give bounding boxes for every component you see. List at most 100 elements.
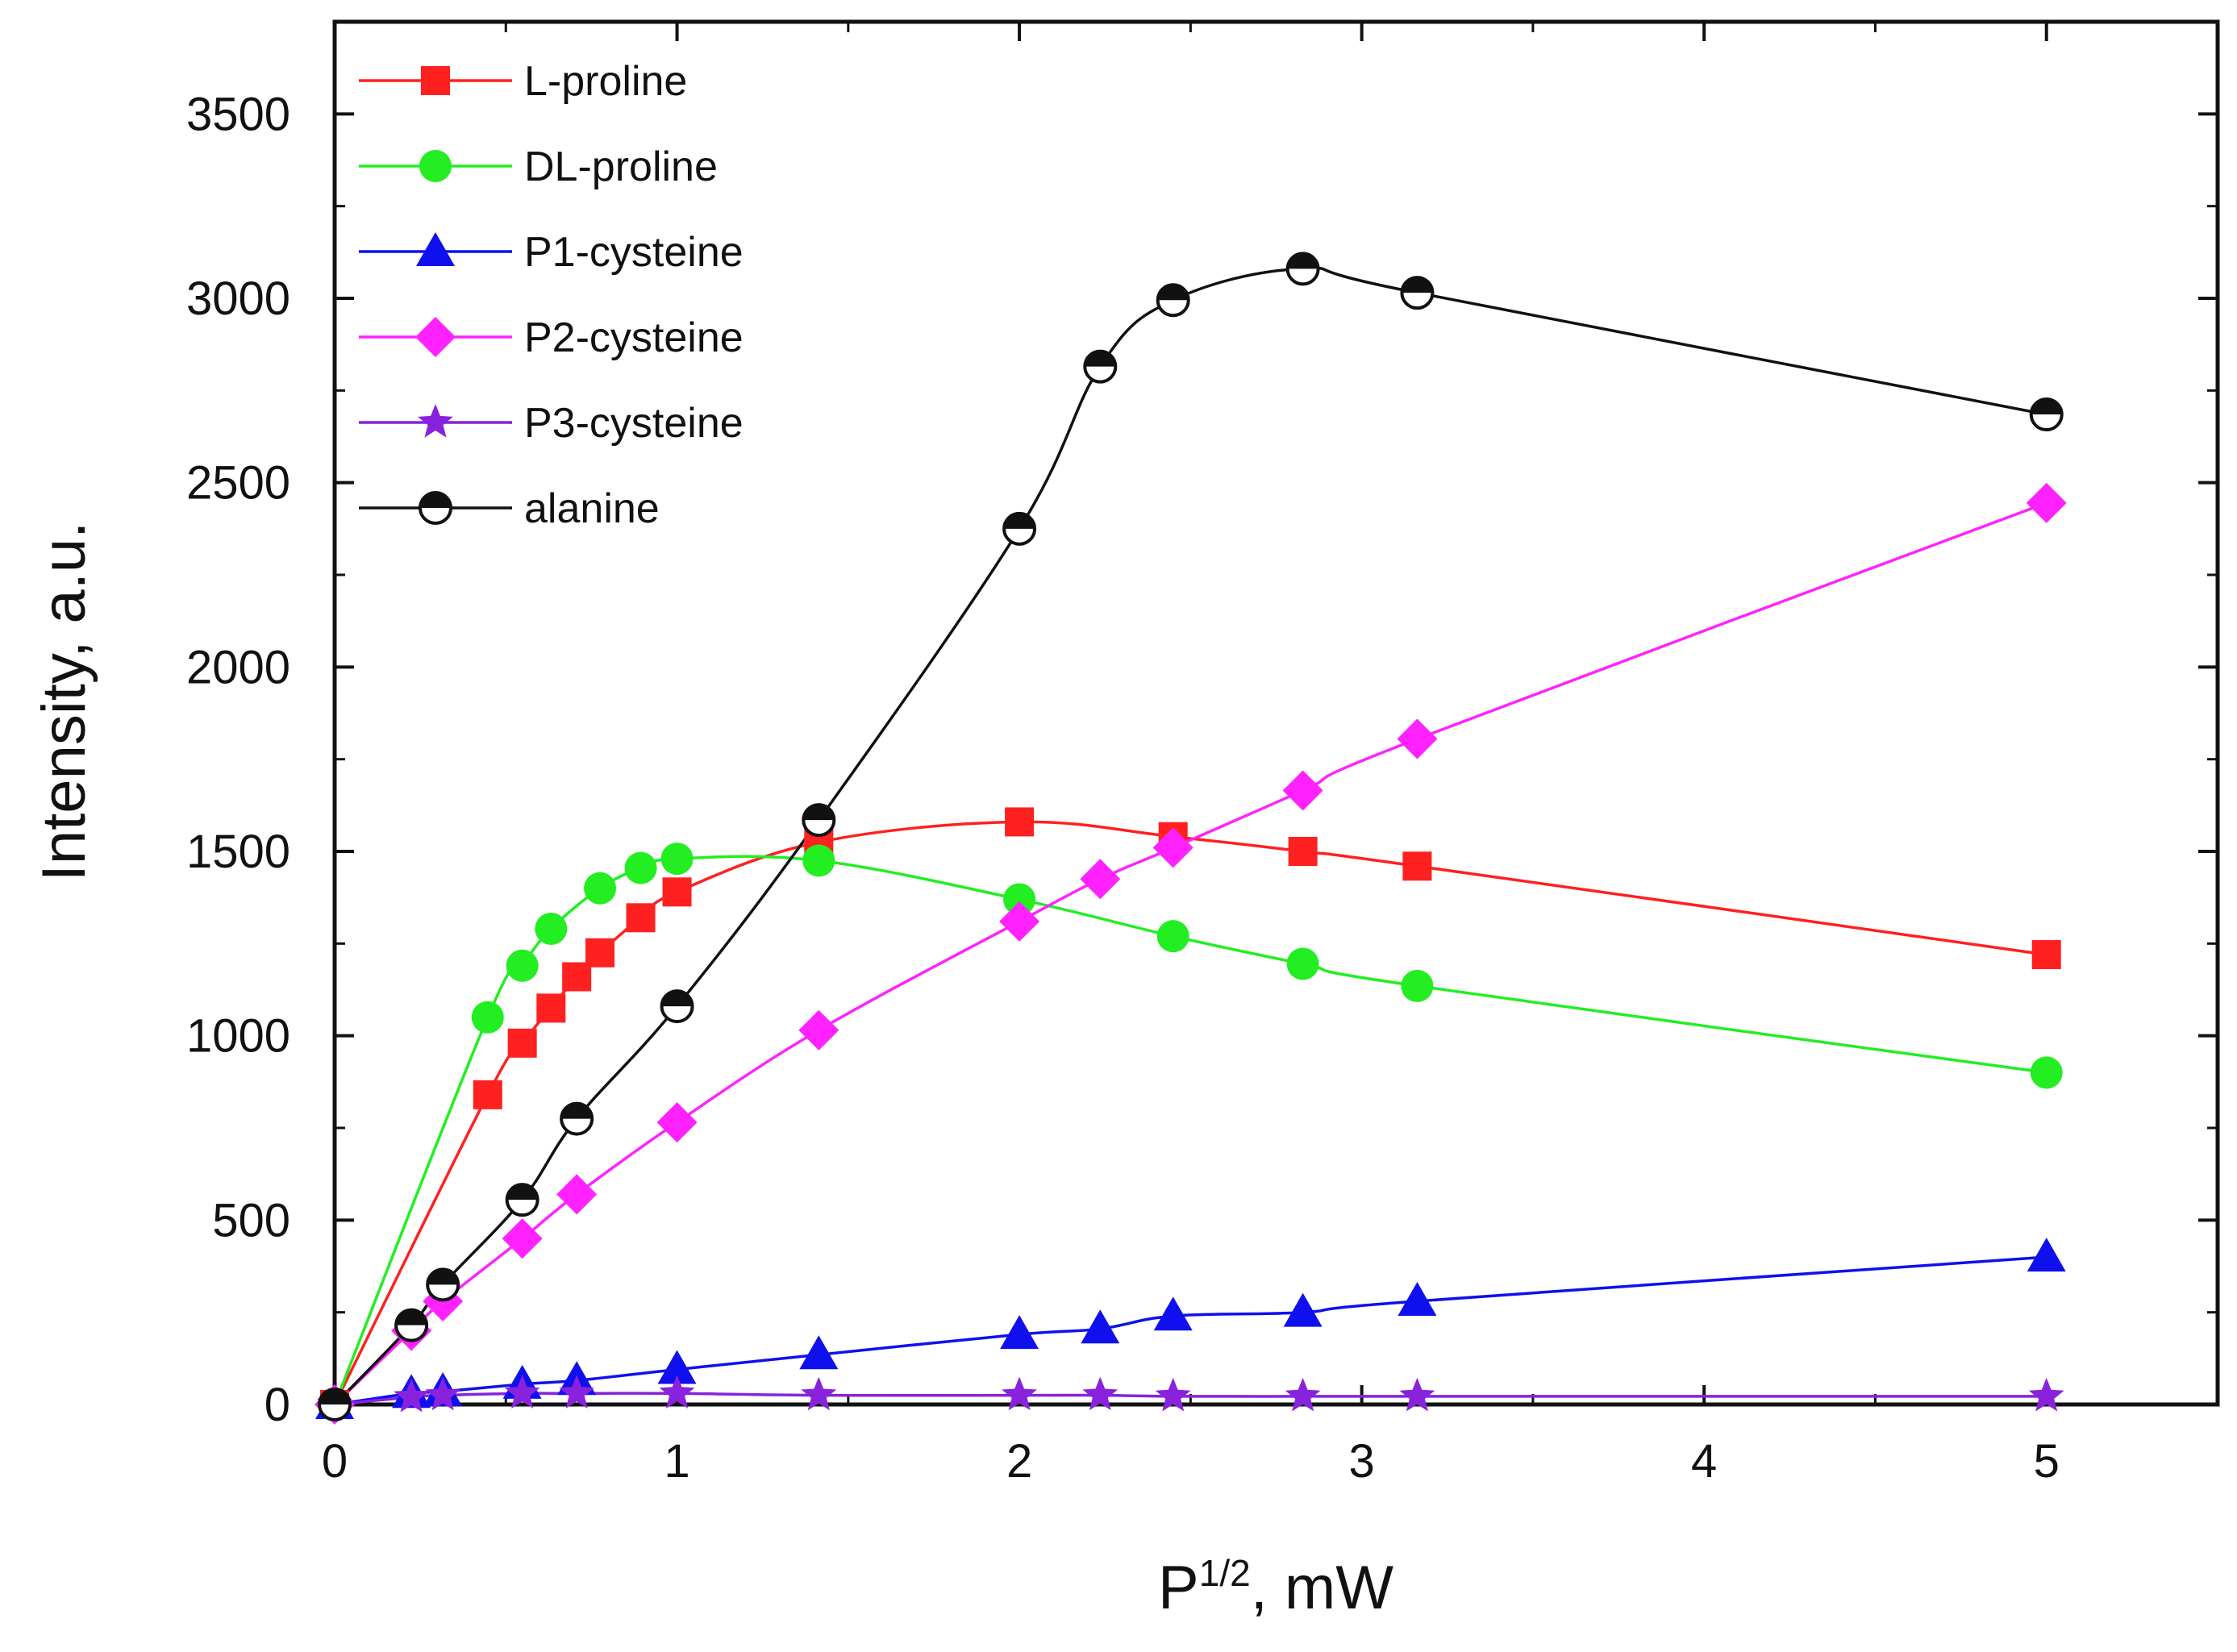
data-point <box>801 1376 837 1411</box>
data-point <box>1080 859 1121 900</box>
series-points-alanine <box>318 252 2064 1421</box>
data-point <box>1081 1309 1120 1344</box>
data-point-fill <box>661 991 693 1007</box>
y-tick-label: 0 <box>265 1379 290 1431</box>
data-point <box>2026 482 2067 523</box>
x-tick-label: 5 <box>2034 1435 2060 1488</box>
data-point-fill <box>396 1309 427 1325</box>
data-point <box>1082 1376 1118 1411</box>
data-point <box>1285 252 1320 286</box>
data-point <box>1401 969 1434 1002</box>
data-point <box>1083 349 1118 384</box>
x-axis-tick-labels: 0 1 2 3 4 5 <box>322 1435 2060 1488</box>
series-line-alanine <box>333 267 2047 1406</box>
data-point <box>585 938 615 967</box>
x-tick-label: 0 <box>322 1435 348 1488</box>
legend-label: P2-cysteine <box>524 314 744 361</box>
data-point <box>656 1102 698 1143</box>
series-points-p3-cysteine <box>317 1375 2064 1420</box>
data-point <box>1285 1377 1321 1412</box>
data-point <box>1153 1296 1193 1331</box>
data-point <box>662 877 692 907</box>
data-point <box>624 851 657 884</box>
data-point <box>536 993 566 1023</box>
data-point <box>1402 851 1432 881</box>
x-tick-label: 1 <box>664 1435 689 1488</box>
data-point-fill <box>319 1389 350 1404</box>
data-point <box>660 989 694 1024</box>
data-point <box>556 1174 598 1215</box>
data-point <box>502 1218 543 1259</box>
series-points-p2-cysteine <box>315 482 2067 1425</box>
data-point <box>1002 511 1037 546</box>
data-point <box>504 1375 540 1409</box>
legend-marker <box>421 66 450 95</box>
legend-marker <box>418 404 453 438</box>
data-point <box>1399 1377 1435 1412</box>
data-point <box>1283 1292 1323 1327</box>
legend-label: alanine <box>524 485 660 532</box>
y-axis-ticks <box>335 112 2218 1406</box>
data-point-fill <box>1287 253 1318 269</box>
data-point <box>1286 947 1319 980</box>
data-point <box>1398 1281 1437 1316</box>
data-point <box>2028 1377 2064 1412</box>
y-axis-title: Intensity, a.u. <box>30 522 98 881</box>
x-axis-title-base: P <box>1158 1554 1199 1622</box>
data-point <box>999 901 1040 942</box>
y-tick-label: 2000 <box>186 641 290 693</box>
data-point <box>799 1335 839 1370</box>
legend-marker-fill <box>420 493 451 508</box>
y-tick-label: 3500 <box>186 88 290 140</box>
data-point <box>1000 1315 1039 1350</box>
data-point <box>802 803 836 838</box>
data-point <box>1282 770 1323 811</box>
data-point <box>1002 1376 1037 1411</box>
data-point <box>802 844 835 877</box>
data-point <box>1288 837 1318 866</box>
data-point <box>318 1388 352 1421</box>
data-point <box>1156 283 1190 318</box>
legend-item-alanine: alanine <box>359 485 660 532</box>
data-point <box>535 913 568 946</box>
legend-label: P3-cysteine <box>524 400 744 447</box>
data-point <box>798 1009 839 1051</box>
legend-item-l-proline: L-proline <box>359 58 687 105</box>
x-axis-ticks <box>333 22 2048 1404</box>
data-point-fill <box>803 805 835 821</box>
data-point-fill <box>506 1184 538 1201</box>
y-tick-label: 2500 <box>186 457 290 510</box>
legend-marker <box>416 232 455 266</box>
data-point <box>394 1308 429 1342</box>
data-point <box>425 1376 460 1411</box>
x-tick-label: 3 <box>1349 1435 1375 1488</box>
data-point <box>626 903 656 933</box>
data-point <box>471 1001 504 1034</box>
y-tick-label: 500 <box>212 1194 290 1246</box>
data-point <box>657 1350 697 1384</box>
data-point <box>559 1375 594 1409</box>
data-point <box>1155 1377 1191 1412</box>
x-tick-label: 4 <box>1691 1435 1717 1488</box>
legend-item-p1-cysteine: P1-cysteine <box>359 229 744 276</box>
data-point <box>584 872 617 905</box>
legend-item-dl-proline: DL-proline <box>359 144 718 190</box>
data-point <box>1005 807 1035 837</box>
legend-label: DL-proline <box>524 144 718 190</box>
plot-frame <box>332 19 2220 1407</box>
legend-item-p2-cysteine: P2-cysteine <box>359 314 744 361</box>
data-point <box>659 1375 695 1409</box>
data-point-fill <box>1402 277 1433 293</box>
legend-marker <box>419 150 452 182</box>
data-point <box>2030 1056 2063 1089</box>
y-tick-label: 1500 <box>186 826 290 878</box>
y-tick-label: 1000 <box>186 1010 290 1063</box>
x-axis-title-suffix: , mW <box>1251 1554 1394 1622</box>
y-tick-label: 3000 <box>186 273 290 325</box>
data-point <box>1397 718 1438 759</box>
series-line-p1-cysteine <box>334 1255 2047 1406</box>
data-point <box>394 1378 429 1413</box>
data-point <box>1152 827 1193 868</box>
data-point <box>473 1080 502 1109</box>
